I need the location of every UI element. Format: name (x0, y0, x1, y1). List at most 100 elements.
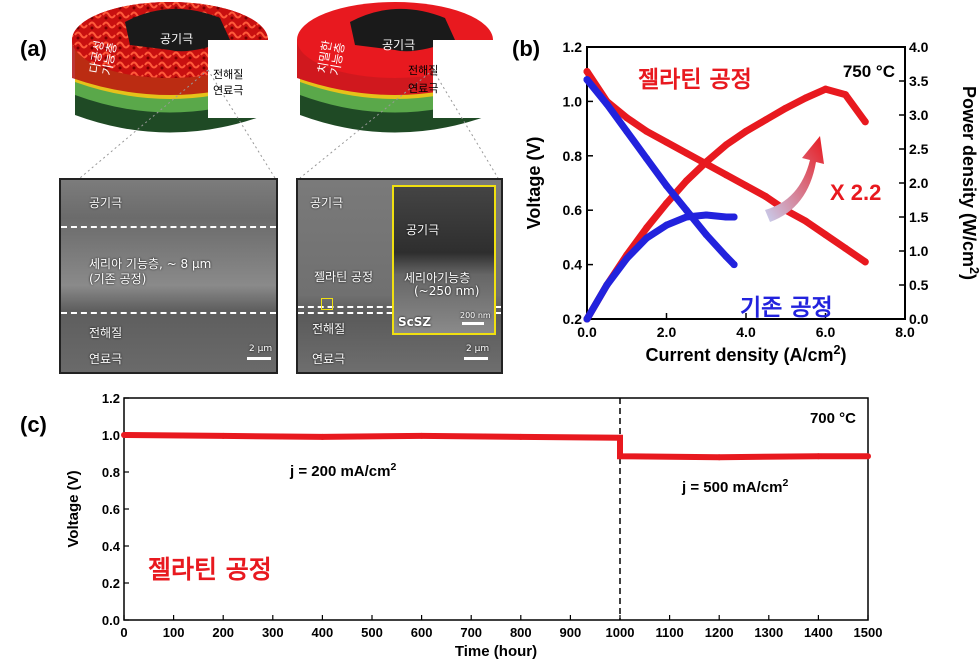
temperature-label: 750 °C (843, 62, 895, 81)
data-point (822, 85, 829, 93)
right-sem-image: 공기극 젤라틴 공정 전해질 연료극 2 μm 공기극 세리아기능층 (~250… (296, 178, 503, 374)
y2-tick-label: 2.0 (909, 175, 929, 191)
y-axis-title: Voltage (V) (65, 470, 82, 547)
inset-thickness-label: (~250 nm) (414, 284, 480, 298)
temperature-label: 700 °C (810, 410, 856, 427)
x-tick-label: 1300 (754, 625, 783, 640)
y2-tick-label: 2.5 (909, 141, 929, 157)
data-point (865, 453, 871, 460)
y-tick-label: 1.2 (102, 391, 120, 406)
data-point (583, 67, 591, 75)
data-point (121, 432, 127, 438)
right-model-fuel-label: 연료극 (408, 82, 439, 95)
boundary-line (61, 312, 276, 314)
gelatin-process-label: 젤라틴 공정 (148, 555, 272, 584)
scale-bar (247, 357, 271, 360)
inset-scsz-label: ScSZ (398, 315, 432, 329)
series-line-0 (123, 432, 868, 461)
x-tick-label: 800 (510, 625, 532, 640)
series-line-2 (583, 76, 738, 269)
increase-arrow (765, 136, 824, 222)
data-point (702, 231, 710, 239)
inset-ceria-layer-label: 세리아기능층 (404, 271, 471, 285)
data-point (643, 127, 651, 135)
data-point (623, 127, 631, 135)
data-point (841, 244, 849, 252)
x-tick-label: 1000 (606, 625, 635, 640)
data-point (682, 213, 690, 221)
y-tick-label: 0.6 (102, 502, 120, 517)
data-point (643, 224, 651, 232)
x-tick-label: 1500 (854, 625, 883, 640)
left-model-electrolyte-label: 전해질 (213, 68, 244, 81)
x-tick-label: 1400 (804, 625, 833, 640)
x-tick-label: 2.0 (657, 324, 677, 340)
inset-cathode-label: 공기극 (406, 223, 440, 237)
x-tick-label: 500 (361, 625, 383, 640)
data-point (762, 116, 770, 124)
data-point (617, 434, 623, 441)
x-tick-label: 600 (411, 625, 433, 640)
y-tick-label: 1.0 (563, 93, 583, 109)
panel-label-c: (c) (20, 412, 47, 437)
y-tick-label: 0.8 (102, 465, 120, 480)
current-density-label-2: j = 500 mA/cm2 (681, 477, 788, 496)
data-point (663, 182, 670, 190)
scale-bar (464, 357, 488, 360)
data-point (702, 158, 710, 166)
data-point (643, 155, 651, 163)
panel-label-b: (b) (512, 36, 541, 61)
sem-cathode-label: 공기극 (89, 196, 123, 210)
data-point (730, 213, 738, 221)
gelatin-process-label: 젤라틴 공정 (638, 67, 752, 93)
data-point (861, 258, 869, 266)
y-axis-title: Voltage (V) (524, 137, 544, 230)
left-sem-image: 공기극 세리아 기능층, ~ 8 μm (기존 공정) 전해질 연료극 2 μm (59, 178, 278, 374)
data-point (623, 114, 631, 122)
y2-tick-label: 4.0 (909, 39, 929, 55)
x-tick-label: 900 (560, 625, 582, 640)
data-point (682, 206, 690, 214)
sem-electrolyte-label: 전해질 (312, 322, 346, 336)
iv-power-chart: 0.0 2.0 4.0 6.0 8.0 0.2 0.4 0.6 0.8 1.0 1.2 0.0 0.5 1… (524, 39, 980, 365)
data-point (822, 231, 829, 239)
data-point (730, 261, 738, 269)
series-line-1 (583, 85, 869, 323)
y-tick-label: 0.8 (563, 148, 583, 164)
data-point (583, 76, 591, 84)
sem-process-label: (기존 공정) (89, 272, 147, 286)
inset-scale-bar (462, 322, 484, 325)
y2-tick-label: 1.5 (909, 209, 929, 225)
scale-bar-label: 2 μm (249, 344, 273, 354)
stability-chart: 0 100 200 300 400 500 600 700 800 900 1000 1100 1200… (65, 391, 883, 660)
x-tick-label: 8.0 (895, 324, 915, 340)
data-point (742, 182, 750, 190)
y-tick-label: 0.2 (102, 576, 120, 591)
guide-line (432, 69, 499, 179)
x-tick-label: 1200 (705, 625, 734, 640)
data-point (762, 193, 770, 201)
data-point (319, 433, 326, 440)
x-axis-title: Current density (A/cm2) (645, 343, 846, 365)
panel-label-a: (a) (20, 36, 47, 61)
data-point (722, 252, 730, 260)
current-density-label-1: j = 200 mA/cm2 (289, 461, 396, 480)
boundary-line (61, 226, 276, 228)
data-point (663, 221, 670, 229)
y2-tick-label: 1.0 (909, 243, 929, 259)
data-point (802, 217, 810, 225)
x-tick-label: 700 (460, 625, 482, 640)
improvement-ratio-label: X 2.2 (830, 180, 881, 205)
data-point (603, 281, 611, 289)
y-tick-label: 0.6 (563, 202, 583, 218)
y-tick-label: 1.2 (563, 39, 583, 55)
data-point (617, 453, 623, 460)
data-point (682, 149, 690, 157)
x-tick-label: 200 (212, 625, 234, 640)
right-model-electrolyte-label: 전해질 (408, 64, 439, 77)
data-point (623, 254, 631, 262)
y-tick-label: 0.4 (563, 257, 583, 273)
y-tick-label: 1.0 (102, 428, 120, 443)
sem-process-label: 젤라틴 공정 (314, 270, 374, 284)
data-point (643, 234, 651, 242)
